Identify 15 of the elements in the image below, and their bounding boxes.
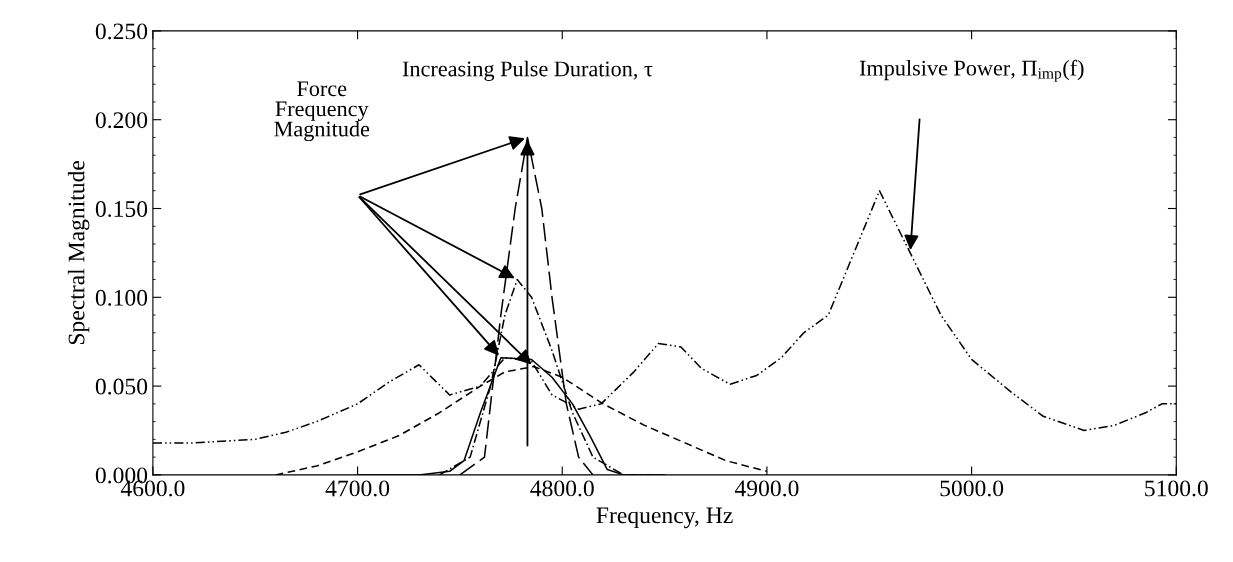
x-tick-label: 4900.0 <box>734 480 799 497</box>
y-tick-label: 0.200 <box>95 112 148 129</box>
y-tick-label: 0.100 <box>95 289 148 306</box>
y-tick-label: 0.250 <box>95 23 148 40</box>
x-tick-label: 5000.0 <box>940 480 1004 497</box>
annotation: Impulsive Power, Π$_{imp}$(f) <box>859 59 1084 82</box>
annotation: Force Frequency Magnitude <box>274 81 370 142</box>
x-tick-label: 4800.0 <box>530 480 594 497</box>
y-tick-label: 0.050 <box>95 378 148 395</box>
x-tick-label: 5100.0 <box>1145 480 1208 497</box>
x-tick-label: 4700.0 <box>325 480 390 497</box>
y-axis-title: Spectral Magnitude <box>67 160 90 345</box>
x-axis-title: Frequency, Hz <box>596 507 733 529</box>
y-tick-label: 0.150 <box>95 200 148 218</box>
annotation: Increasing Pulse Duration, τ <box>402 60 653 81</box>
